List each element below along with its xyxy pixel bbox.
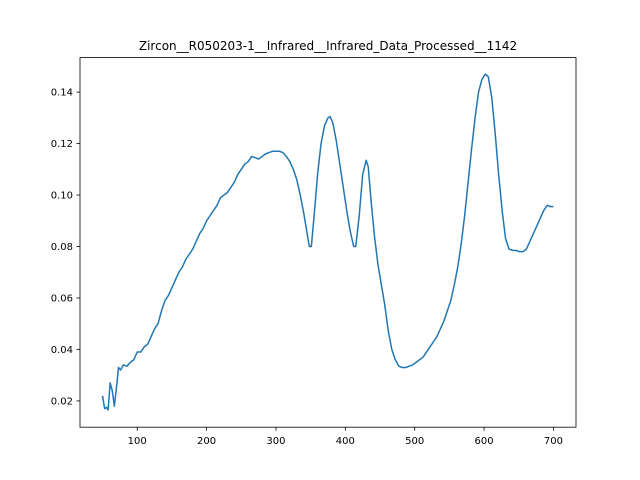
y-tick-label: 0.10 xyxy=(51,191,73,202)
y-tick-label: 0.02 xyxy=(51,396,73,407)
x-tick-label: 600 xyxy=(475,436,494,447)
y-tick-label: 0.04 xyxy=(51,345,73,356)
y-tick-label: 0.08 xyxy=(51,242,73,253)
x-tick-label: 300 xyxy=(266,436,285,447)
x-tick-label: 200 xyxy=(197,436,216,447)
y-tick-label: 0.06 xyxy=(51,293,73,304)
x-tick-label: 400 xyxy=(336,436,355,447)
y-tick-label: 0.14 xyxy=(51,88,73,99)
axes-frame xyxy=(79,57,577,428)
y-tick-label: 0.12 xyxy=(51,139,73,150)
chart-title: Zircon__R050203-1__Infrared__Infrared_Da… xyxy=(139,39,517,53)
x-tick-label: 100 xyxy=(128,436,147,447)
data-line xyxy=(101,73,554,411)
x-tick-label: 500 xyxy=(405,436,424,447)
x-tick-label: 700 xyxy=(544,436,563,447)
